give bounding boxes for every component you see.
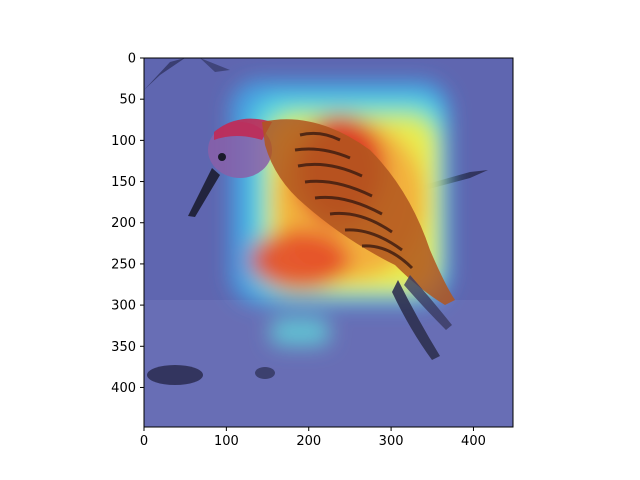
y-tick-label: 100 xyxy=(111,134,136,149)
x-tick-label: 300 xyxy=(379,434,404,449)
y-tick-label: 300 xyxy=(111,299,136,314)
x-tick-label: 200 xyxy=(296,434,321,449)
x-tick-label: 0 xyxy=(140,434,148,449)
y-tick-label: 400 xyxy=(111,381,136,396)
x-tick-label: 400 xyxy=(461,434,486,449)
y-tick-label: 50 xyxy=(119,93,136,108)
heatmap-overlay-image xyxy=(144,58,513,427)
y-axis: 0 50 100 150 200 250 300 350 400 xyxy=(111,52,144,396)
axes-frame xyxy=(143,57,514,428)
y-tick-label: 150 xyxy=(111,175,136,190)
x-axis: 0 100 200 300 400 xyxy=(140,427,486,449)
y-tick-label: 0 xyxy=(128,52,136,67)
y-tick-label: 250 xyxy=(111,257,136,272)
x-tick-label: 100 xyxy=(214,434,239,449)
y-tick-label: 200 xyxy=(111,216,136,231)
y-tick-label: 350 xyxy=(111,340,136,355)
